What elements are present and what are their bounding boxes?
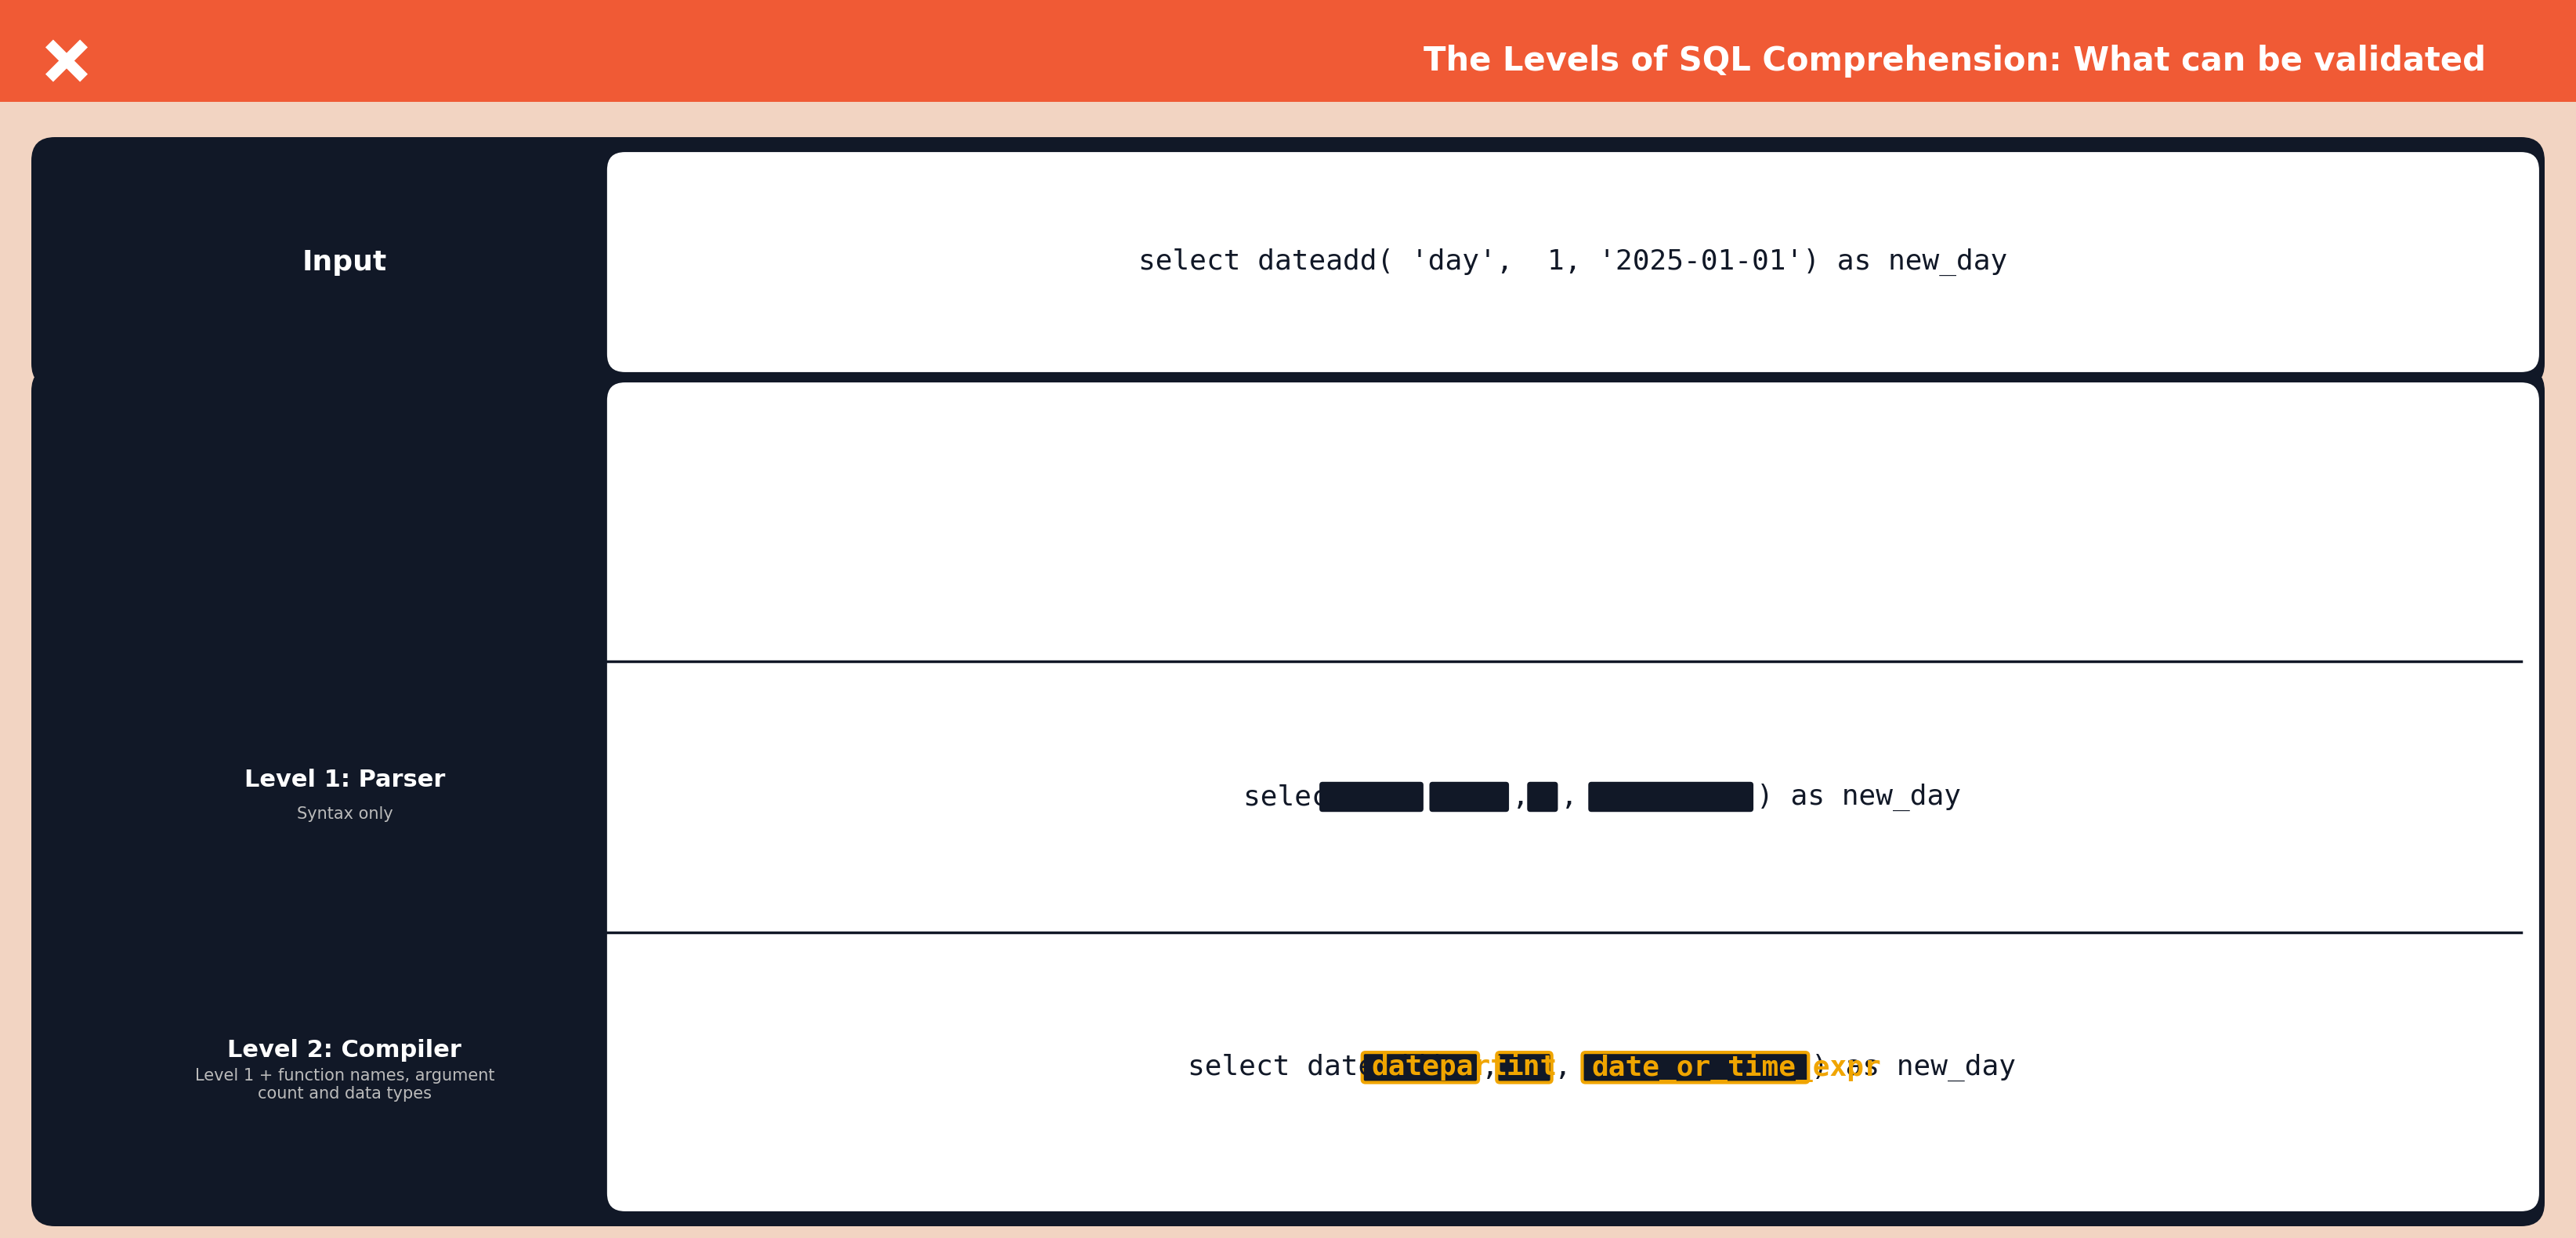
FancyBboxPatch shape bbox=[1430, 782, 1510, 812]
FancyBboxPatch shape bbox=[0, 1214, 2576, 1238]
FancyBboxPatch shape bbox=[0, 102, 2576, 1238]
Polygon shape bbox=[46, 40, 88, 82]
Text: Level 1 + function names, argument
count and data types: Level 1 + function names, argument count… bbox=[196, 1067, 495, 1102]
Text: int: int bbox=[1507, 1054, 1556, 1081]
Text: ) as new_day: ) as new_day bbox=[1811, 1054, 2017, 1081]
Text: ,: , bbox=[1481, 1054, 1515, 1081]
FancyBboxPatch shape bbox=[605, 381, 2540, 1213]
FancyBboxPatch shape bbox=[1589, 782, 1754, 812]
Text: Syntax only: Syntax only bbox=[296, 806, 392, 822]
Text: select dateadd(: select dateadd( bbox=[1188, 1054, 1443, 1081]
Text: Level 2: Compiler: Level 2: Compiler bbox=[227, 1039, 461, 1061]
FancyBboxPatch shape bbox=[1319, 782, 1425, 812]
Text: ,: , bbox=[1561, 784, 1613, 810]
FancyBboxPatch shape bbox=[31, 368, 2545, 1227]
Polygon shape bbox=[46, 40, 88, 82]
Text: ,: , bbox=[1556, 1054, 1605, 1081]
FancyBboxPatch shape bbox=[31, 137, 2545, 387]
FancyBboxPatch shape bbox=[1582, 1052, 1808, 1082]
Text: select: select bbox=[1244, 784, 1363, 810]
Text: Level 1: Parser: Level 1: Parser bbox=[245, 769, 446, 791]
FancyBboxPatch shape bbox=[1497, 1052, 1551, 1082]
Text: select dateadd( 'day',  1, '2025-01-01') as new_day: select dateadd( 'day', 1, '2025-01-01') … bbox=[1139, 249, 2007, 276]
Text: datepart: datepart bbox=[1370, 1054, 1507, 1081]
Text: (: ( bbox=[1427, 784, 1443, 810]
Text: ,: , bbox=[1512, 784, 1546, 810]
Text: Input: Input bbox=[301, 249, 386, 275]
Text: The Levels of SQL Comprehension: What can be validated: The Levels of SQL Comprehension: What ca… bbox=[1425, 45, 2486, 77]
FancyBboxPatch shape bbox=[605, 151, 2540, 374]
Text: date_or_time_expr: date_or_time_expr bbox=[1592, 1054, 1880, 1082]
Text: ) as new_day: ) as new_day bbox=[1757, 784, 1960, 811]
FancyBboxPatch shape bbox=[1528, 782, 1558, 812]
FancyBboxPatch shape bbox=[1363, 1052, 1479, 1082]
